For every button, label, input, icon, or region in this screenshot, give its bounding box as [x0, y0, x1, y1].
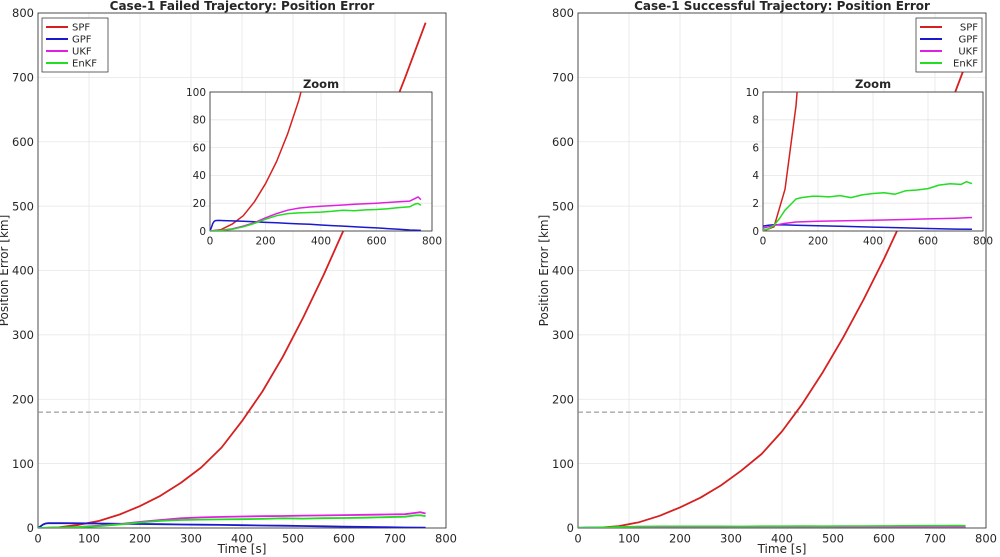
chart2-inset-title: Zoom: [855, 77, 891, 91]
chart1-x-axis-label: Time [s]: [217, 542, 267, 556]
chart2-x-tick-label: 100: [618, 532, 640, 546]
chart2-title: Case-1 Successful Trajectory: Position E…: [634, 0, 930, 13]
chart2-inset-x-tick-label: 0: [760, 236, 767, 248]
chart1-x-tick-label: 800: [435, 532, 457, 546]
chart1-inset-y-tick-label: 0: [199, 226, 206, 238]
chart1-panel: Case-1 Failed Trajectory: Position Error…: [0, 0, 457, 556]
chart2-y-tick-label: 0: [567, 521, 574, 535]
chart2-legend-label-spf: SPF: [960, 23, 978, 34]
chart2-inset-axes-frame: [762, 91, 984, 232]
chart2-x-tick-label: 600: [873, 532, 895, 546]
chart2-x-axis-label: Time [s]: [757, 542, 807, 556]
chart1-inset-y-tick-label: 80: [193, 115, 206, 127]
chart1-inset-y-tick-label: 40: [193, 170, 206, 182]
chart1-inset-axes-frame: [209, 91, 433, 232]
chart2-y-tick-label: 200: [552, 392, 574, 406]
chart2-y-axis-label: Position Error [km]: [537, 215, 551, 327]
chart1-inset-series-gpf-line: [210, 219, 421, 231]
chart2-x-tick-label: 300: [720, 532, 742, 546]
chart1-x-tick-label: 0: [34, 532, 41, 546]
chart1-y-tick-label: 600: [12, 135, 34, 149]
chart1-legend-label-gpf: GPF: [72, 35, 92, 46]
chart1-legend-label-enkf: EnKF: [72, 59, 97, 70]
chart1-y-tick-label: 800: [12, 6, 34, 20]
chart1-inset-y-tick-label: 60: [193, 142, 206, 154]
chart2-inset-x-tick-label: 800: [973, 236, 993, 248]
chart2-inset-y-tick-label: 2: [752, 198, 759, 210]
chart1-title: Case-1 Failed Trajectory: Position Error: [110, 0, 375, 13]
chart1-x-tick-label: 700: [384, 532, 406, 546]
chart2-panel: Case-1 Successful Trajectory: Position E…: [537, 0, 997, 556]
chart2-y-tick-label: 600: [552, 135, 574, 149]
chart2-inset-x-tick-label: 600: [918, 236, 938, 248]
chart1-y-tick-label: 100: [12, 457, 34, 471]
chart2-inset: 0 200 400 600 800 0 2 4 6 8 10 Zoom: [746, 77, 993, 248]
chart2-y-tick-label: 400: [552, 264, 574, 278]
chart1-x-tick-label: 500: [282, 532, 304, 546]
chart2-legend-label-enkf: EnKF: [953, 59, 978, 70]
chart1-y-axis-label: Position Error [km]: [0, 215, 11, 327]
chart1-x-tick-label: 300: [180, 532, 202, 546]
chart2-x-tick-label: 500: [822, 532, 844, 546]
chart2-y-tick-label: 800: [552, 6, 574, 20]
chart2-y-tick-label: 300: [552, 328, 574, 342]
chart2-x-tick-label: 200: [669, 532, 691, 546]
chart1-x-tick-label: 100: [78, 532, 100, 546]
chart1-legend-label-ukf: UKF: [72, 47, 92, 58]
chart1-x-tick-label: 200: [129, 532, 151, 546]
chart2-inset-series-enkf-line: [763, 180, 973, 231]
chart1-inset-x-tick-label: 800: [422, 236, 442, 248]
chart2-inset-y-tick-label: 10: [746, 87, 759, 99]
chart1-y-tick-label: 700: [12, 71, 34, 85]
chart2-inset-x-tick-label: 400: [863, 236, 883, 248]
chart1-inset-title: Zoom: [303, 77, 339, 91]
chart1-inset-x-tick-label: 200: [255, 236, 275, 248]
chart1-inset-x-tick-label: 600: [366, 236, 386, 248]
chart1-axes-frame: [37, 12, 447, 529]
chart1-main-series-gpf-line: [38, 522, 426, 528]
chart2-x-tick-label: 800: [975, 532, 997, 546]
chart1-inset-y-tick-label: 100: [186, 87, 206, 99]
chart1-y-tick-label: 0: [27, 521, 34, 535]
chart1-x-tick-label: 400: [231, 532, 253, 546]
chart2-y-tick-label: 100: [552, 457, 574, 471]
chart2-main-series-enkf-line: [578, 524, 966, 528]
chart1-inset-y-tick-label: 20: [193, 198, 206, 210]
chart2-x-tick-label: 0: [574, 532, 581, 546]
chart1-inset: 0 200 400 600 800 0 20 40 60 80 100 Zoom: [186, 77, 442, 248]
chart2-legend-label-gpf: GPF: [958, 35, 978, 46]
chart1-inset-x-tick-label: 400: [311, 236, 331, 248]
chart1-y-tick-label: 300: [12, 328, 34, 342]
chart2-legend-label-ukf: UKF: [958, 47, 978, 58]
chart2-x-tick-label: 400: [771, 532, 793, 546]
chart1-legend-label-spf: SPF: [72, 23, 90, 34]
chart2-y-tick-label: 500: [552, 199, 574, 213]
chart2-inset-x-tick-label: 200: [808, 236, 828, 248]
chart2-inset-y-tick-label: 0: [752, 226, 759, 238]
chart1-inset-x-tick-label: 0: [207, 236, 214, 248]
chart2-inset-series-gpf-line: [763, 223, 973, 231]
chart2-inset-y-tick-label: 4: [752, 170, 759, 182]
chart2-x-tick-label: 700: [924, 532, 946, 546]
chart1-inset-series-enkf-line: [210, 202, 422, 231]
chart2-inset-y-tick-label: 8: [752, 115, 759, 127]
chart2-inset-y-tick-label: 6: [752, 142, 759, 154]
chart1-x-tick-label: 600: [333, 532, 355, 546]
chart1-inset-series-spf-line: [210, 92, 302, 231]
chart2-y-tick-label: 700: [552, 71, 574, 85]
chart1-y-tick-label: 500: [12, 199, 34, 213]
chart1-y-tick-label: 400: [12, 264, 34, 278]
chart1-main-series-enkf-line: [38, 514, 426, 528]
chart1-y-tick-label: 200: [12, 392, 34, 406]
